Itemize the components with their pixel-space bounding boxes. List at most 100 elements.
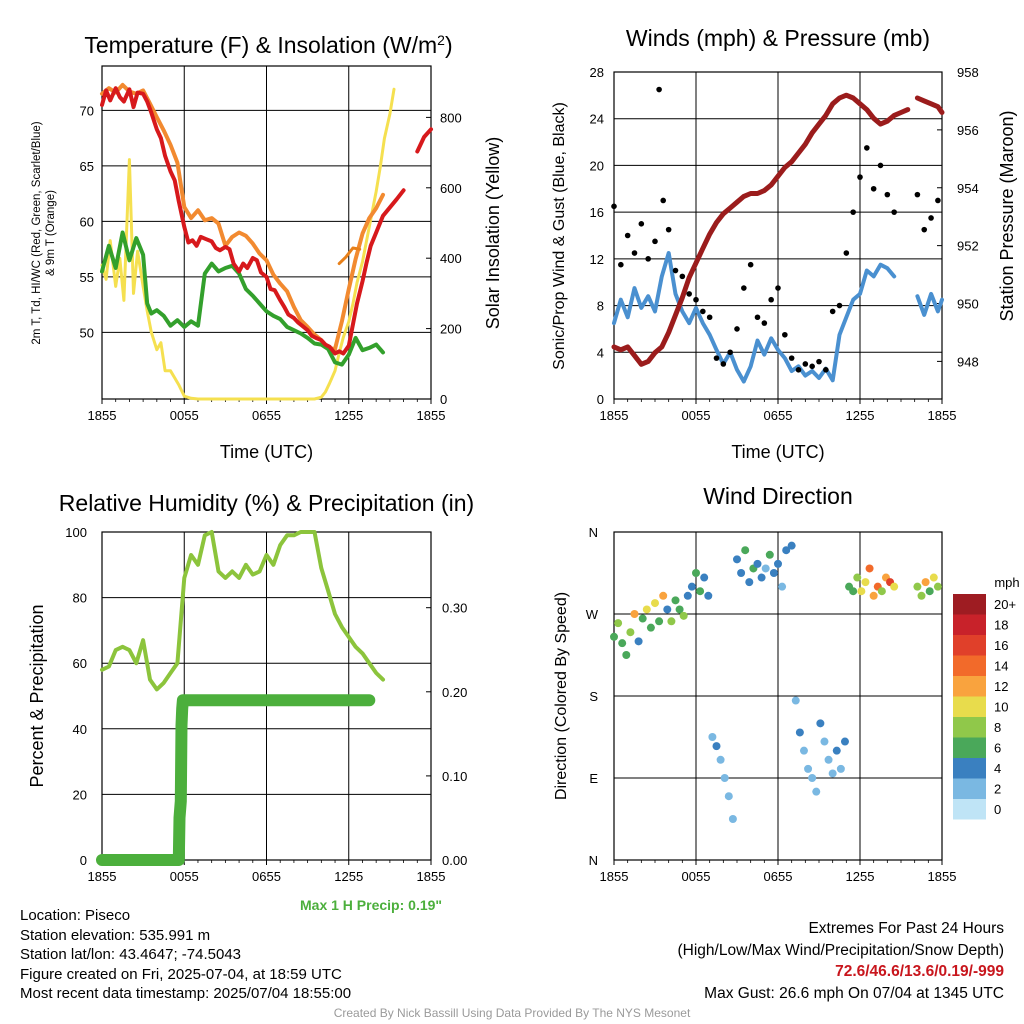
gust-point <box>864 145 870 151</box>
direction-point <box>808 774 817 782</box>
extremes-info: Extremes For Past 24 Hours (High/Low/Max… <box>678 918 1005 1004</box>
chart-title: Relative Humidity (%) & Precipitation (i… <box>59 490 474 516</box>
direction-point <box>630 610 639 618</box>
y2-tick-label: 958 <box>957 65 979 80</box>
direction-point <box>708 733 717 741</box>
y-tick-label: 80 <box>73 591 87 606</box>
direction-point <box>791 696 800 705</box>
series-line-wind <box>612 251 944 384</box>
direction-point <box>634 637 643 646</box>
gust-point <box>891 209 897 215</box>
direction-point <box>913 582 922 591</box>
gust-point <box>775 285 781 291</box>
gust-point <box>734 326 740 332</box>
direction-point <box>782 546 791 555</box>
direction-point <box>741 546 750 555</box>
gust-point <box>768 296 774 303</box>
x-tick-label: 1855 <box>88 869 117 884</box>
legend-label: 6 <box>994 741 1001 756</box>
y-tick-label: S <box>589 689 598 704</box>
direction-point <box>728 815 737 823</box>
created-text: Figure created on Fri, 2025-07-04, at 18… <box>20 965 342 983</box>
direction-point <box>769 569 778 577</box>
y-tick-label: 70 <box>80 103 94 118</box>
direction-point <box>787 541 796 550</box>
direction-point <box>804 764 813 773</box>
gust-point <box>857 174 863 180</box>
direction-point <box>671 596 680 605</box>
direction-point <box>618 639 627 648</box>
y-tick-label: N <box>589 853 598 868</box>
direction-point <box>765 550 774 559</box>
y-tick-label: 24 <box>590 112 604 127</box>
legend-swatch <box>953 594 986 615</box>
series-line-rh <box>100 530 385 692</box>
y2-tick-label: 0.10 <box>442 769 467 784</box>
station-info: Location: Piseco Station elevation: 535.… <box>20 906 351 1004</box>
direction-point <box>655 617 664 626</box>
direction-point <box>828 769 837 778</box>
direction-point <box>929 573 938 582</box>
gust-point <box>843 250 850 256</box>
y-tick-label: 20 <box>590 158 604 173</box>
series-line-solar <box>100 87 396 401</box>
gust-point <box>747 261 754 268</box>
legend-label: 0 <box>994 802 1001 817</box>
direction-point <box>816 719 825 728</box>
x-tick-label: 0655 <box>764 408 793 423</box>
direction-point <box>890 582 899 591</box>
y-axis-label: 2m T, Td, HI/WC (Red, Green, Scarlet/Blu… <box>31 121 43 344</box>
legend-label: 16 <box>994 638 1008 653</box>
direction-point <box>820 737 829 746</box>
y-tick-label: 20 <box>73 787 87 802</box>
x-tick-label: 1855 <box>417 869 446 884</box>
chart-title: Wind Direction <box>703 483 853 509</box>
series-line-t9m <box>100 82 385 352</box>
x-tick-label: 1855 <box>88 408 117 423</box>
y-tick-label: 0 <box>80 853 87 868</box>
gust-point <box>720 361 727 367</box>
legend-swatch <box>953 614 986 635</box>
gust-point <box>802 361 809 367</box>
x-tick-label: 1255 <box>846 869 875 884</box>
chart-title: Winds (mph) & Pressure (mb) <box>626 25 930 51</box>
legend-label: 14 <box>994 659 1008 674</box>
gust-point <box>782 331 788 338</box>
y-tick-label: W <box>586 607 599 622</box>
x-tick-label: 1855 <box>928 869 957 884</box>
y-tick-label: 0 <box>597 392 604 407</box>
legend-swatch <box>953 717 986 738</box>
y-axis-label: Sonic/Prop Wind & Gust (Blue, Black) <box>551 102 568 370</box>
direction-point <box>642 605 651 614</box>
extremes-values: 72.6/46.6/13.6/0.19/-999 <box>835 963 1004 980</box>
gust-point <box>809 363 815 370</box>
gust-point <box>652 238 658 245</box>
x-tick-label: 1855 <box>417 408 446 423</box>
direction-point <box>861 578 870 587</box>
direction-point <box>712 742 721 751</box>
legend-swatch <box>953 676 986 697</box>
legend-swatch <box>953 758 986 779</box>
y2-tick-label: 954 <box>957 181 979 196</box>
gust-point <box>624 232 631 239</box>
direction-point <box>877 587 886 596</box>
series-line-pressure <box>611 92 945 367</box>
direction-point <box>724 792 733 801</box>
gust-point <box>877 162 884 169</box>
direction-point <box>753 559 762 568</box>
direction-point <box>733 555 741 564</box>
y-tick-label: 55 <box>80 270 94 285</box>
y-tick-label: 100 <box>65 525 87 540</box>
gust-point <box>700 308 706 315</box>
y2-tick-label: 200 <box>440 322 462 337</box>
y-tick-label: 12 <box>590 252 604 267</box>
gust-point <box>870 185 877 192</box>
series-line-precip <box>96 694 376 866</box>
direction-point <box>853 573 862 582</box>
direction-point <box>679 611 688 620</box>
gust-point <box>850 209 856 215</box>
recent-data-text: Most recent data timestamp: 2025/07/04 1… <box>20 985 352 1002</box>
gust-point <box>914 191 921 198</box>
direction-point <box>638 614 647 623</box>
